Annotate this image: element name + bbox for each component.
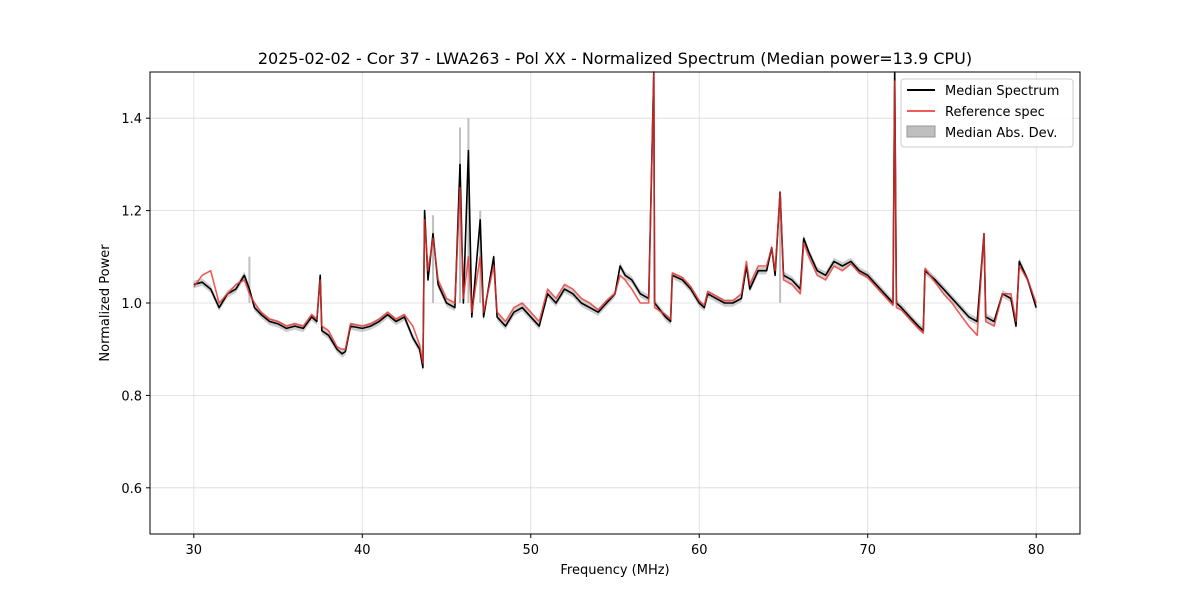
x-tick-label: 50	[522, 543, 539, 558]
x-tick-label: 70	[859, 543, 876, 558]
legend-label-median-spectrum: Median Spectrum	[945, 84, 1059, 99]
x-tick-label: 40	[354, 543, 371, 558]
x-tick-label: 30	[186, 543, 203, 558]
y-tick-label: 1.2	[121, 205, 142, 220]
chart-title: 2025-02-02 - Cor 37 - LWA263 - Pol XX - …	[258, 49, 972, 68]
legend: Median Spectrum Reference spec Median Ab…	[900, 78, 1074, 148]
legend-swatch-median-abs-dev	[906, 125, 936, 138]
legend-box	[900, 78, 1074, 148]
y-tick-label: 1.4	[121, 112, 142, 127]
series-layer	[193, 71, 1037, 369]
y-axis-label: Normalized Power	[98, 244, 113, 362]
x-tick-label: 80	[1028, 543, 1045, 558]
y-tick-label: 0.6	[121, 482, 142, 497]
legend-label-reference-spec: Reference spec	[945, 105, 1045, 120]
x-tick-label: 60	[691, 543, 708, 558]
x-axis-label: Frequency (MHz)	[560, 563, 669, 578]
y-tick-label: 0.8	[121, 389, 142, 404]
y-tick-label: 1.0	[121, 297, 142, 312]
legend-label-median-abs-dev: Median Abs. Dev.	[945, 126, 1057, 141]
y-axis: 0.6 0.8 1.0 1.2 1.4	[121, 112, 150, 497]
x-axis: 30 40 50 60 70 80	[186, 534, 1045, 558]
reference-spec-line	[193, 71, 1037, 364]
